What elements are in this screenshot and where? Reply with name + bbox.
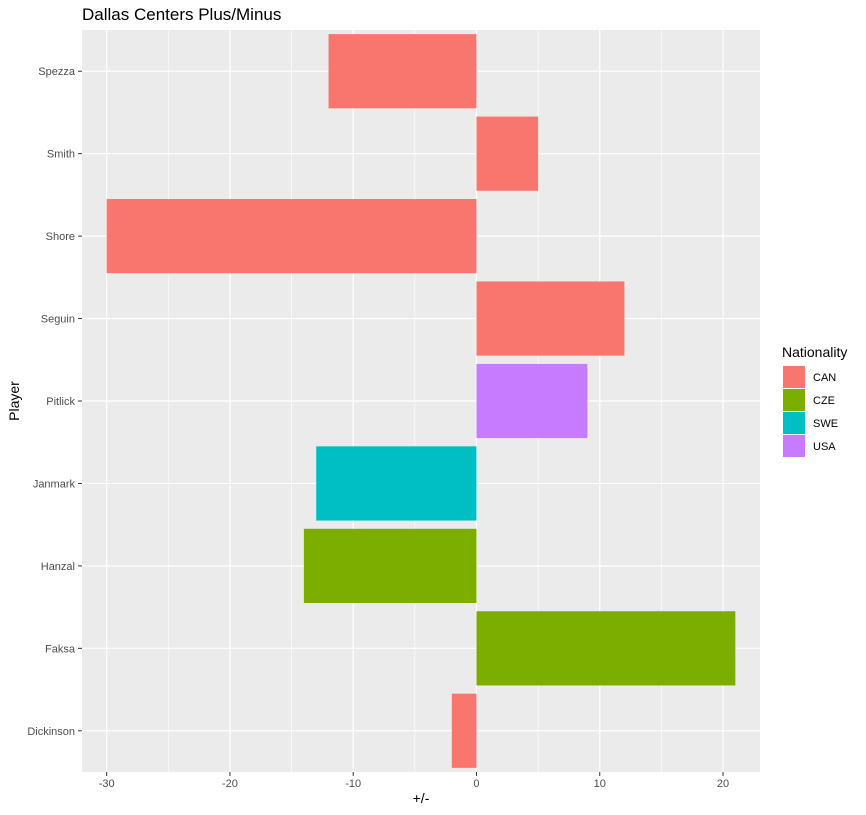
bar-smith: [476, 116, 539, 191]
y-tick-label-faksa: Faksa: [45, 643, 76, 655]
y-tick-label-janmark: Janmark: [33, 478, 76, 490]
y-tick-label-hanzal: Hanzal: [41, 561, 75, 573]
bars: [106, 34, 736, 768]
bar-spezza: [328, 34, 477, 109]
x-tick-label: 20: [717, 778, 729, 790]
bar-faksa: [476, 611, 736, 686]
legend-items: CAN CZE SWE USA: [783, 366, 838, 457]
y-axis: Dickinson Faksa Hanzal Janmark Pitlick Seguin…: [27, 66, 82, 738]
x-tick-label: -20: [222, 778, 238, 790]
bar-dickinson: [451, 693, 477, 768]
x-tick-label: 10: [594, 778, 606, 790]
legend-title: Nationality: [782, 344, 847, 360]
bar-janmark: [316, 446, 477, 521]
bar-pitlick: [476, 363, 588, 439]
legend-label-usa: USA: [813, 441, 836, 453]
chart-title: Dallas Centers Plus/Minus: [82, 5, 281, 24]
y-tick-label-seguin: Seguin: [41, 314, 75, 326]
x-tick-label: -30: [99, 778, 115, 790]
y-tick-label-pitlick: Pitlick: [46, 396, 75, 408]
x-axis: -30 -20 -10 0 10 20: [99, 772, 729, 790]
legend-key-can: [783, 366, 805, 388]
legend-key-usa: [783, 435, 805, 457]
x-axis-title: +/-: [413, 790, 430, 806]
y-axis-title: Player: [6, 381, 22, 421]
y-tick-label-shore: Shore: [46, 231, 75, 243]
y-tick-label-dickinson: Dickinson: [27, 726, 75, 738]
bar-seguin: [476, 281, 625, 356]
x-tick-label: 0: [473, 778, 479, 790]
legend-key-swe: [783, 412, 805, 434]
bar-shore: [106, 199, 477, 274]
legend: Nationality CAN CZE SWE USA: [782, 344, 847, 457]
legend-label-can: CAN: [813, 372, 836, 384]
y-tick-label-smith: Smith: [47, 149, 75, 161]
bar-hanzal: [303, 528, 477, 603]
y-tick-label-spezza: Spezza: [38, 66, 76, 78]
legend-label-cze: CZE: [813, 395, 835, 407]
x-tick-label: -10: [345, 778, 361, 790]
legend-key-cze: [783, 389, 805, 411]
legend-label-swe: SWE: [813, 418, 838, 430]
